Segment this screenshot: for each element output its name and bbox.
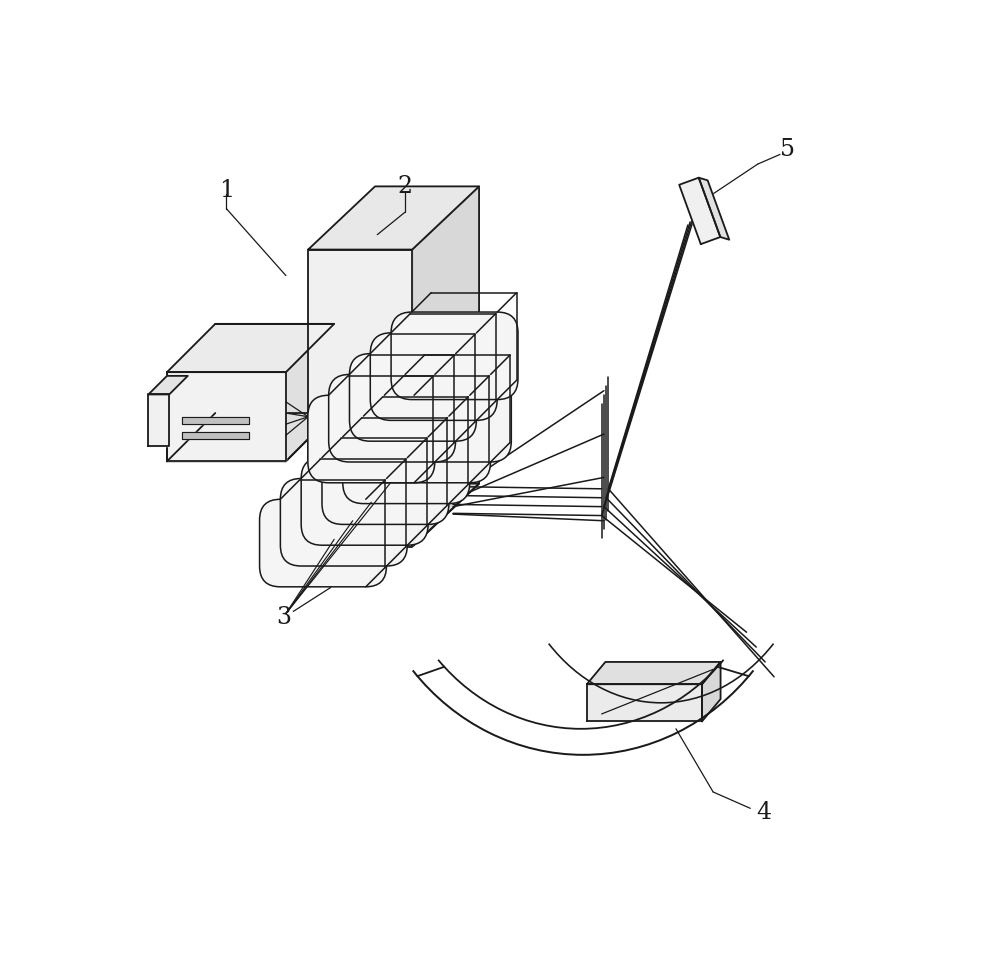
- FancyBboxPatch shape: [308, 396, 435, 482]
- Polygon shape: [286, 324, 334, 461]
- FancyBboxPatch shape: [370, 333, 497, 421]
- Polygon shape: [148, 375, 188, 395]
- FancyBboxPatch shape: [322, 437, 449, 524]
- Polygon shape: [308, 483, 479, 547]
- Polygon shape: [148, 395, 169, 447]
- Polygon shape: [323, 399, 397, 401]
- Polygon shape: [699, 178, 729, 239]
- Text: 4: 4: [756, 801, 771, 824]
- FancyBboxPatch shape: [343, 416, 470, 504]
- FancyBboxPatch shape: [384, 374, 511, 462]
- Polygon shape: [587, 684, 702, 722]
- Text: 5: 5: [780, 138, 795, 161]
- Text: 3: 3: [276, 606, 291, 629]
- FancyBboxPatch shape: [301, 457, 428, 545]
- Polygon shape: [167, 372, 286, 461]
- FancyBboxPatch shape: [391, 312, 518, 400]
- Polygon shape: [308, 186, 479, 250]
- FancyBboxPatch shape: [329, 374, 456, 462]
- Polygon shape: [702, 662, 721, 722]
- Text: 2: 2: [397, 175, 412, 198]
- Polygon shape: [182, 431, 249, 439]
- Polygon shape: [679, 178, 720, 244]
- Polygon shape: [182, 417, 249, 425]
- Polygon shape: [412, 186, 479, 547]
- FancyBboxPatch shape: [280, 479, 407, 566]
- Polygon shape: [308, 250, 412, 547]
- FancyBboxPatch shape: [260, 499, 386, 587]
- Polygon shape: [167, 324, 334, 372]
- Polygon shape: [587, 662, 721, 684]
- Text: 1: 1: [219, 179, 234, 202]
- FancyBboxPatch shape: [364, 396, 491, 482]
- FancyBboxPatch shape: [349, 353, 476, 441]
- Polygon shape: [167, 413, 334, 461]
